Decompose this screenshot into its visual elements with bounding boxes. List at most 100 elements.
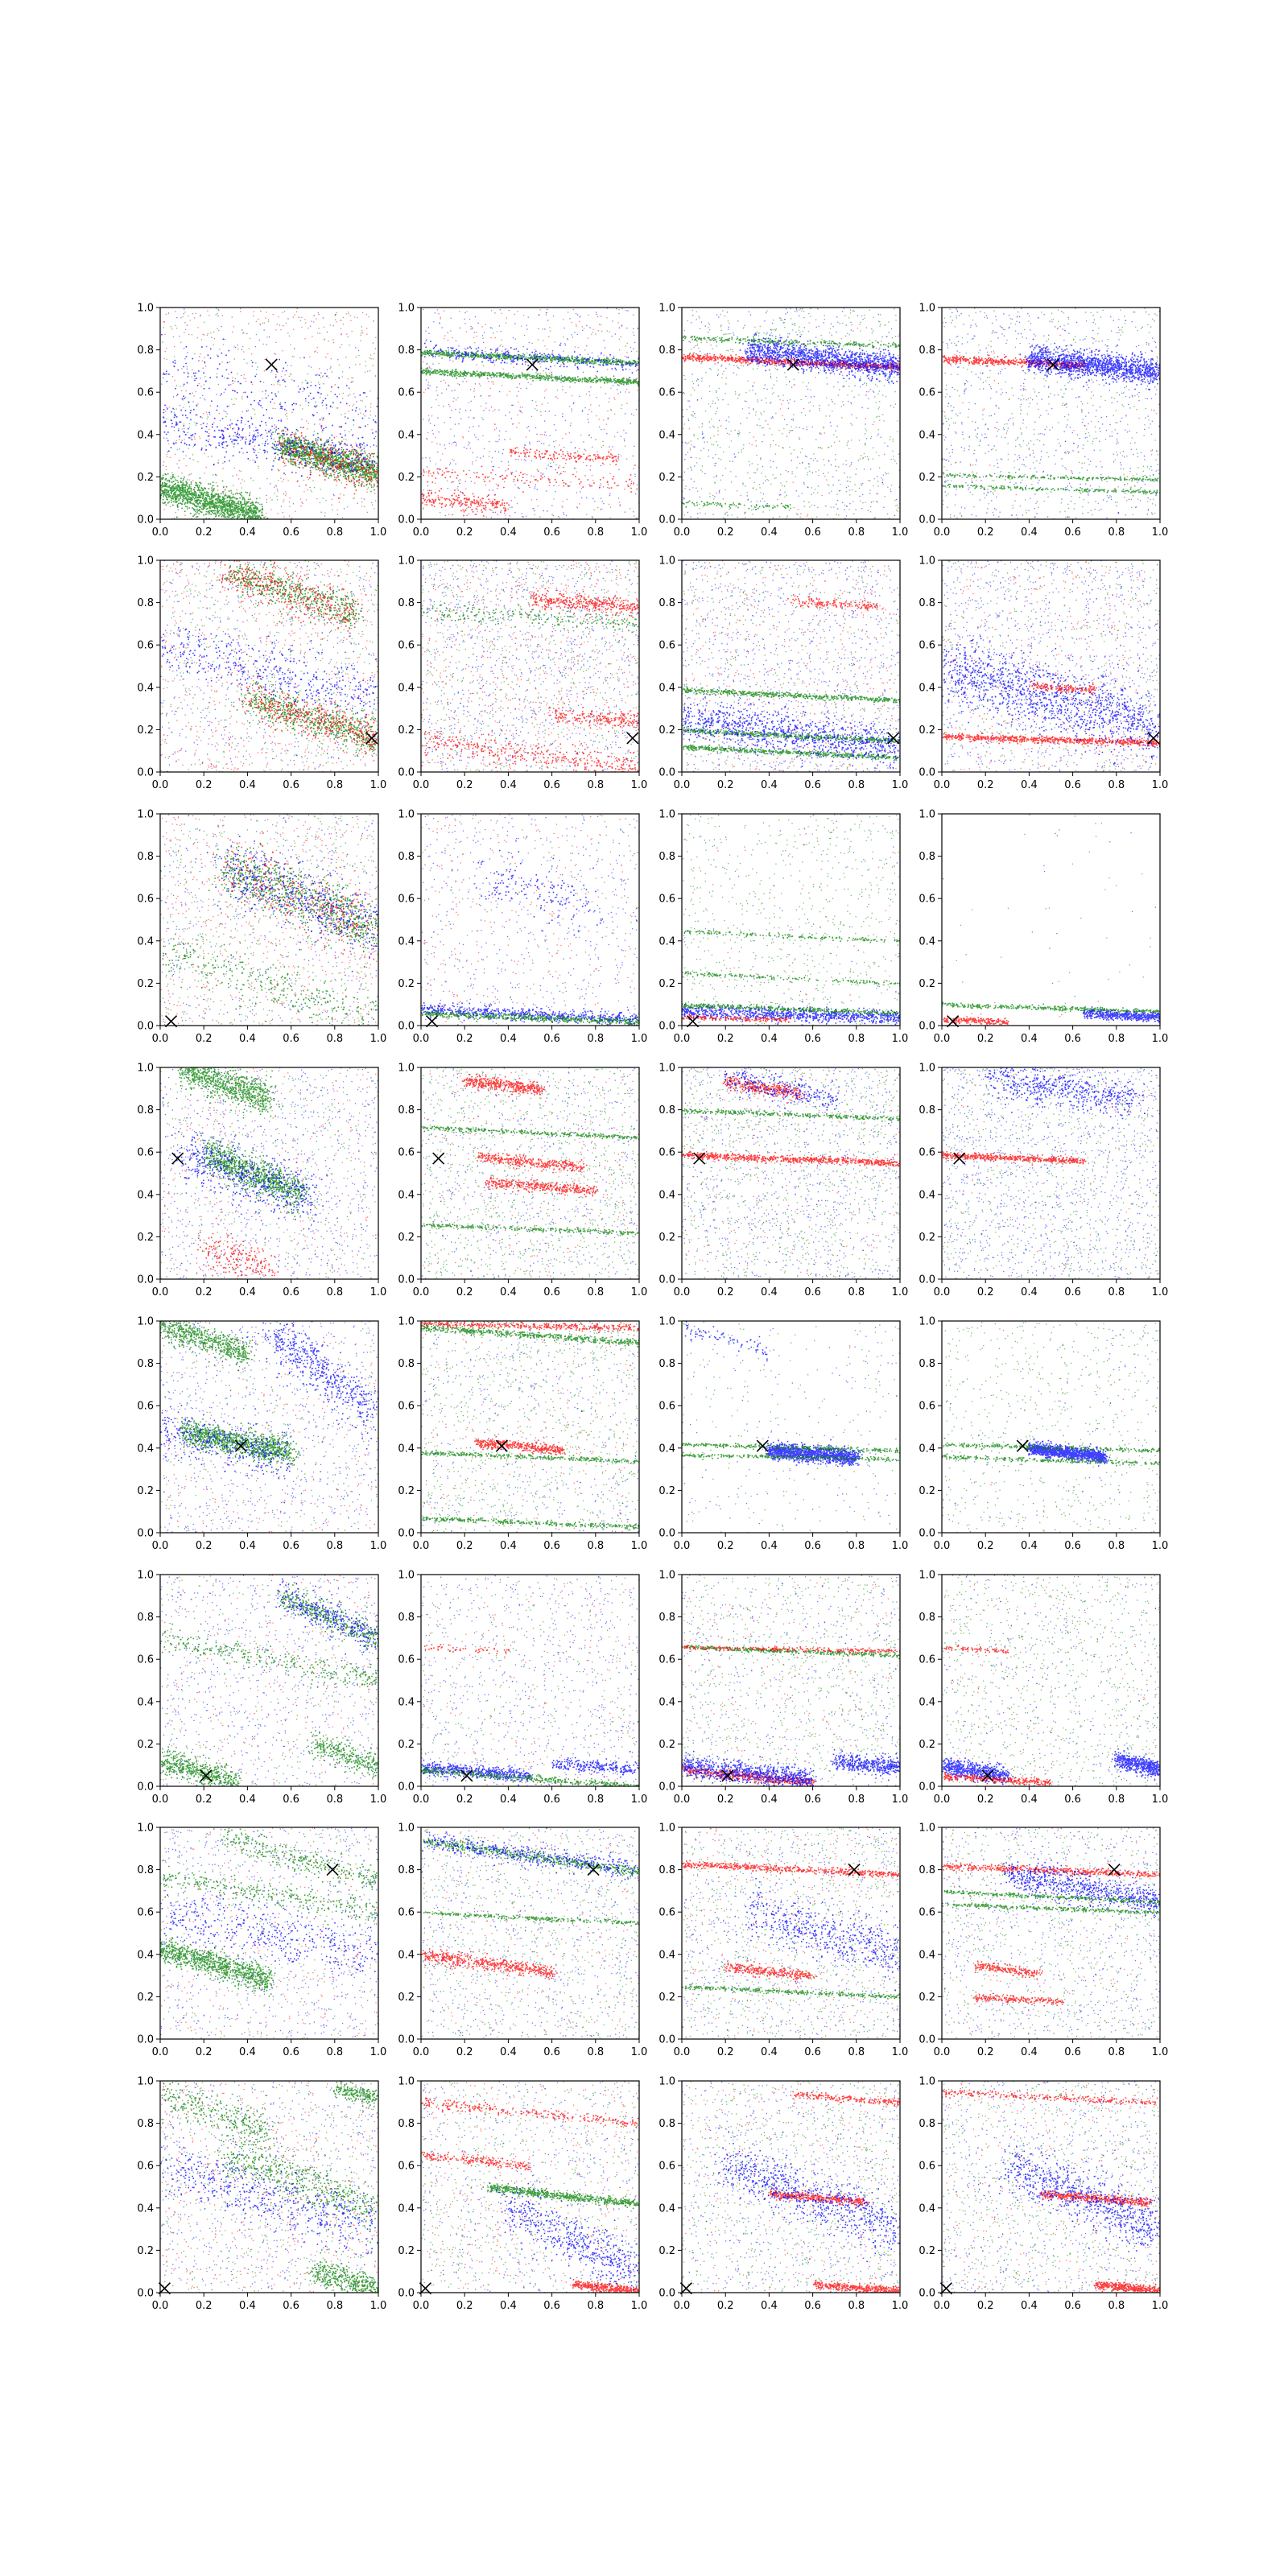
x-tick-label: 0.8 — [326, 1286, 343, 1298]
y-tick-label: 0.4 — [919, 2202, 935, 2215]
x-tick-label: 0.4 — [1021, 779, 1038, 791]
y-tick-label: 0.4 — [919, 1189, 935, 1201]
y-tick-label: 0.6 — [137, 1907, 154, 1919]
x-tick-label: 0.6 — [804, 526, 821, 539]
y-tick-label: 0.8 — [919, 2118, 935, 2130]
x-tick-label: 0.8 — [1108, 526, 1125, 539]
y-tick-label: 0.4 — [398, 682, 415, 694]
x-tick-label: 1.0 — [1152, 1286, 1169, 1298]
x-tick-label: 0.8 — [587, 1540, 604, 1552]
x-tick-label: 0.2 — [456, 1540, 473, 1552]
y-tick-label: 0.8 — [658, 345, 675, 357]
y-tick-label: 0.2 — [919, 724, 935, 737]
y-tick-label: 1.0 — [658, 303, 675, 315]
y-tick-label: 0.8 — [137, 851, 154, 863]
y-tick-label: 1.0 — [919, 555, 935, 568]
y-tick-label: 0.8 — [658, 1612, 675, 1624]
y-tick-label: 0.4 — [658, 935, 675, 947]
y-tick-label: 0.8 — [919, 851, 935, 863]
y-tick-label: 0.4 — [137, 935, 154, 947]
y-tick-label: 0.2 — [658, 1992, 675, 2004]
x-tick-label: 0.2 — [717, 2046, 734, 2058]
y-tick-label: 0.0 — [398, 1021, 415, 1033]
x-tick-label: 0.2 — [196, 2046, 213, 2058]
y-tick-label: 0.6 — [398, 2161, 415, 2173]
x-tick-label: 0.6 — [1064, 1794, 1081, 1806]
y-tick-label: 1.0 — [137, 1823, 154, 1835]
y-tick-label: 0.6 — [658, 2161, 675, 2173]
x-tick-label: 0.4 — [1021, 2300, 1038, 2312]
x-tick-label: 0.0 — [413, 1540, 430, 1552]
y-tick-label: 0.6 — [398, 640, 415, 652]
x-tick-label: 0.6 — [1064, 1540, 1081, 1552]
x-tick-label: 1.0 — [370, 2046, 387, 2058]
x-tick-label: 0.4 — [761, 779, 778, 791]
x-tick-label: 0.4 — [761, 526, 778, 539]
y-tick-label: 0.0 — [919, 767, 935, 779]
x-tick-label: 0.0 — [934, 1794, 951, 1806]
x-tick-label: 1.0 — [1152, 1540, 1169, 1552]
x-tick-label: 0.4 — [500, 1033, 517, 1045]
x-tick-label: 0.8 — [1108, 779, 1125, 791]
y-tick-label: 0.0 — [919, 2034, 935, 2046]
x-tick-label: 0.6 — [283, 1033, 299, 1045]
x-tick-label: 0.0 — [152, 779, 169, 791]
y-tick-label: 0.6 — [398, 1147, 415, 1159]
x-tick-label: 0.8 — [1108, 1033, 1125, 1045]
y-tick-label: 0.4 — [398, 1189, 415, 1201]
x-tick-label: 0.8 — [848, 1540, 865, 1552]
y-tick-label: 0.4 — [658, 1189, 675, 1201]
y-tick-label: 1.0 — [658, 1823, 675, 1835]
x-tick-label: 0.4 — [500, 2300, 517, 2312]
x-tick-label: 0.6 — [1064, 526, 1081, 539]
y-tick-label: 0.8 — [137, 1358, 154, 1370]
x-tick-label: 0.8 — [326, 1540, 343, 1552]
x-tick-label: 0.8 — [587, 779, 604, 791]
y-tick-label: 0.4 — [919, 682, 935, 694]
y-tick-label: 0.2 — [919, 1739, 935, 1751]
x-tick-label: 0.4 — [761, 1033, 778, 1045]
y-tick-label: 0.0 — [658, 2034, 675, 2046]
x-tick-label: 1.0 — [892, 526, 909, 539]
y-tick-label: 0.2 — [398, 724, 415, 737]
x-tick-label: 0.2 — [977, 2300, 994, 2312]
y-tick-label: 0.6 — [658, 1401, 675, 1413]
y-tick-label: 0.8 — [137, 1104, 154, 1117]
x-tick-label: 0.0 — [152, 1033, 169, 1045]
x-tick-label: 0.0 — [934, 2300, 951, 2312]
x-tick-label: 0.6 — [1064, 2046, 1081, 2058]
y-tick-label: 0.2 — [137, 472, 154, 484]
x-tick-label: 0.0 — [413, 2300, 430, 2312]
x-tick-label: 0.6 — [283, 1540, 299, 1552]
x-tick-label: 0.2 — [456, 1033, 473, 1045]
y-tick-label: 0.0 — [919, 1528, 935, 1540]
x-tick-label: 0.4 — [1021, 526, 1038, 539]
y-tick-label: 0.8 — [919, 1358, 935, 1370]
x-tick-label: 0.6 — [543, 1286, 560, 1298]
y-tick-label: 1.0 — [398, 1063, 415, 1075]
x-tick-label: 1.0 — [1152, 2300, 1169, 2312]
x-tick-label: 0.6 — [543, 1033, 560, 1045]
x-tick-label: 1.0 — [370, 1540, 387, 1552]
y-tick-label: 1.0 — [919, 1063, 935, 1075]
y-tick-label: 0.4 — [919, 1443, 935, 1455]
x-tick-label: 1.0 — [892, 1033, 909, 1045]
x-tick-label: 1.0 — [631, 2046, 648, 2058]
x-tick-label: 0.4 — [239, 2046, 256, 2058]
y-tick-label: 0.8 — [919, 597, 935, 609]
y-tick-label: 0.2 — [137, 1485, 154, 1497]
x-tick-label: 0.8 — [587, 2046, 604, 2058]
y-tick-label: 0.8 — [398, 2118, 415, 2130]
y-tick-label: 1.0 — [398, 809, 415, 821]
y-tick-label: 0.6 — [658, 640, 675, 652]
y-tick-label: 0.4 — [398, 1443, 415, 1455]
x-tick-label: 0.0 — [413, 526, 430, 539]
y-tick-label: 0.2 — [919, 472, 935, 484]
y-tick-label: 0.2 — [398, 472, 415, 484]
x-tick-label: 0.0 — [934, 2046, 951, 2058]
x-tick-label: 0.6 — [283, 2300, 299, 2312]
y-tick-label: 0.0 — [398, 1781, 415, 1794]
y-tick-label: 0.8 — [398, 1612, 415, 1624]
y-tick-label: 1.0 — [137, 555, 154, 568]
